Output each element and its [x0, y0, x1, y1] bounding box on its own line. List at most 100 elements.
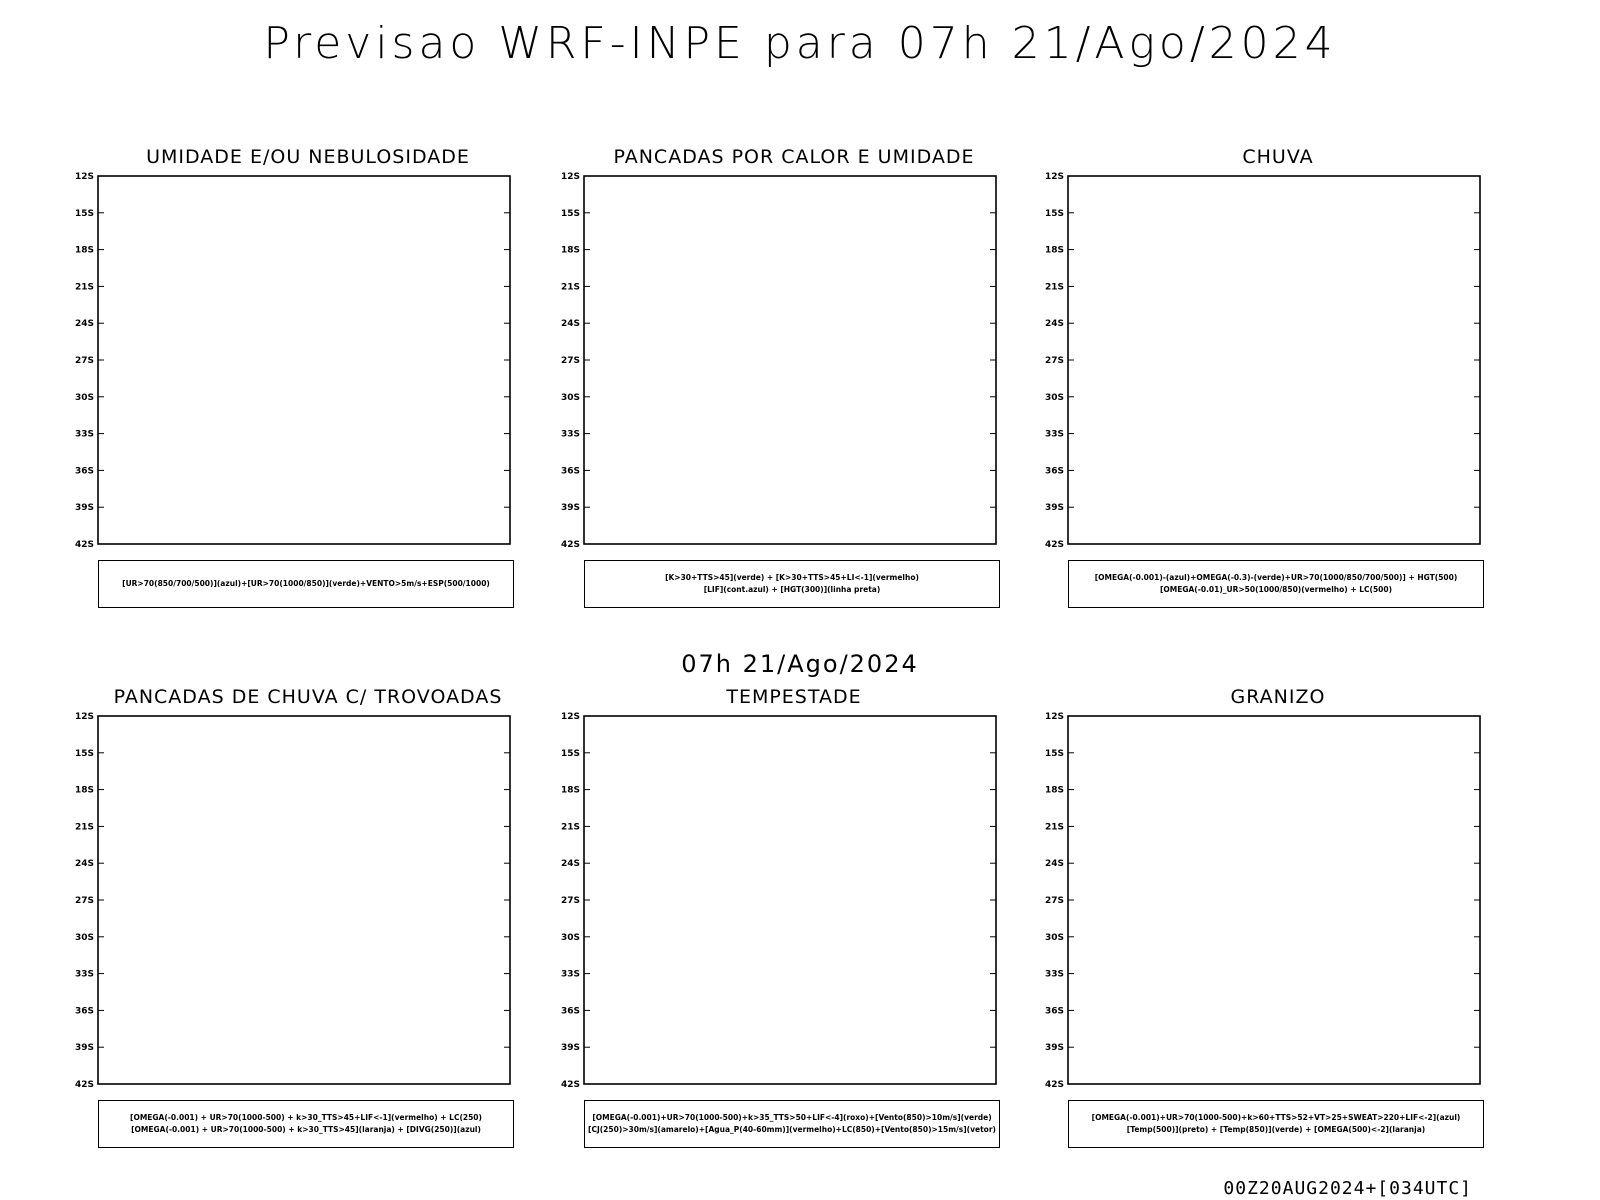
lat-label: 24S — [75, 859, 94, 869]
lat-label: 21S — [561, 822, 580, 832]
map-frame — [583, 715, 997, 1085]
panel-title: TEMPESTADE — [726, 686, 862, 708]
panel-umidade: UMIDADE E/OU NEBULOSIDADE 10161012100810… — [68, 146, 548, 616]
lat-label: 12S — [561, 172, 580, 182]
run-info: 00Z20AUG2024+[034UTC] — [1223, 1178, 1472, 1199]
panel-title: PANCADAS POR CALOR E UMIDADE — [613, 146, 975, 168]
panel-trovoadas: PANCADAS DE CHUVA C/ TROVOADAS 12S 15S 18S… — [68, 686, 548, 1156]
lat-label: 39S — [75, 1043, 94, 1053]
lat-label: 27S — [1045, 896, 1064, 906]
lat-label: 27S — [561, 896, 580, 906]
lat-label: 39S — [1045, 1043, 1064, 1053]
panel-title: CHUVA — [1242, 146, 1314, 168]
legend-line: [OMEGA(-0.001)-(azul)+OMEGA(-0.3)-(verde… — [1094, 573, 1458, 582]
lat-label: 21S — [75, 822, 94, 832]
lat-label: 15S — [1045, 209, 1064, 219]
panel-legend: [K>30+TTS>45](verde) + [K>30+TTS>45+LI<-… — [584, 560, 1000, 608]
map-frame — [583, 175, 997, 545]
panel-granizo: GRANIZO 1296312151815129-21-18-15-121512… — [1038, 686, 1518, 1156]
lat-label: 21S — [1045, 282, 1064, 292]
lat-label: 18S — [561, 786, 580, 796]
panel-title: UMIDADE E/OU NEBULOSIDADE — [146, 146, 470, 168]
lat-label: 12S — [561, 712, 580, 722]
legend-line: [OMEGA(-0.001) + UR>70(1000-500) + k>30_… — [131, 1125, 481, 1134]
panel-legend: [OMEGA(-0.001) + UR>70(1000-500) + k>30_… — [98, 1100, 514, 1148]
panel-title: PANCADAS DE CHUVA C/ TROVOADAS — [113, 686, 503, 708]
lat-label: 12S — [75, 712, 94, 722]
panel-legend: [OMEGA(-0.001)+UR>70(1000-500)+k>60+TTS>… — [1068, 1100, 1484, 1148]
map-trovoadas: 12S15S18S21S24S27S30S33S36S39S42S70W65W6… — [75, 712, 511, 1090]
lat-label: 15S — [561, 749, 580, 759]
lat-label: 12S — [1045, 172, 1064, 182]
lat-label: 33S — [561, 430, 580, 440]
lat-label: 30S — [75, 933, 94, 943]
map-frame — [1067, 715, 1481, 1085]
lat-label: 39S — [561, 503, 580, 513]
map-umidade: 1016101210081020102410121016102010245765… — [75, 172, 511, 550]
lat-label: 36S — [1045, 1006, 1064, 1016]
lat-label: 24S — [561, 859, 580, 869]
lat-label: 27S — [1045, 356, 1064, 366]
lat-label: 42S — [561, 1080, 580, 1090]
lat-label: 42S — [75, 1080, 94, 1090]
panel-title: GRANIZO — [1230, 686, 1326, 708]
lat-label: 21S — [75, 282, 94, 292]
legend-line: [OMEGA(-0.01)_UR>50(1000/850)(vermelho) … — [1159, 585, 1393, 594]
legend-line: [OMEGA(-0.001)+UR>70(1000-500)+k>35_TTS>… — [592, 1113, 992, 1122]
lat-label: 39S — [75, 503, 94, 513]
legend-line: [OMEGA(-0.001)+UR>70(1000-500)+k>60+TTS>… — [1091, 1113, 1461, 1122]
lat-label: 18S — [1045, 246, 1064, 256]
lat-label: 18S — [75, 786, 94, 796]
lat-label: 36S — [1045, 466, 1064, 476]
lat-label: 36S — [75, 466, 94, 476]
lat-label: 33S — [1045, 430, 1064, 440]
map-tempestade: 12S15S18S21S24S27S30S33S36S39S42S70W65W6… — [561, 712, 997, 1090]
lat-label: 33S — [75, 970, 94, 980]
lat-label: 27S — [75, 356, 94, 366]
panel-legend: [UR>70(850/700/500)](azul)+[UR>70(1000/8… — [98, 560, 514, 608]
lat-label: 39S — [1045, 503, 1064, 513]
map-granizo: 1296312151815129-21-18-15-121512S15S18S2… — [1045, 712, 1481, 1090]
legend-line: [LIF](cont.azul) + [HGT(300)](linha pret… — [703, 585, 881, 594]
lat-label: 27S — [75, 896, 94, 906]
lat-label: 42S — [1045, 540, 1064, 550]
lat-label: 18S — [75, 246, 94, 256]
lat-label: 36S — [75, 1006, 94, 1016]
legend-line: [CJ(250)>30m/s](amarelo)+[Agua_P(40-60mm… — [588, 1125, 996, 1134]
legend-line: [UR>70(850/700/500)](azul)+[UR>70(1000/8… — [122, 579, 490, 588]
lat-label: 21S — [561, 282, 580, 292]
legend-line: [Temp(500)](preto) + [Temp(850)](verde) … — [1126, 1125, 1426, 1134]
lat-label: 12S — [75, 172, 94, 182]
lat-label: 42S — [561, 540, 580, 550]
lat-label: 18S — [561, 246, 580, 256]
lat-label: 36S — [561, 466, 580, 476]
lat-label: 30S — [561, 393, 580, 403]
page-title: Previsao WRF-INPE para 07h 21/Ago/2024 — [263, 18, 1337, 69]
lat-label: 18S — [1045, 786, 1064, 796]
lat-label: 33S — [561, 970, 580, 980]
lat-label: 24S — [561, 319, 580, 329]
lat-label: 42S — [1045, 1080, 1064, 1090]
lat-label: 15S — [75, 209, 94, 219]
legend-line: [OMEGA(-0.001) + UR>70(1000-500) + k>30_… — [130, 1113, 482, 1122]
lat-label: 24S — [1045, 319, 1064, 329]
panel-tempestade: TEMPESTADE 12S 15S 18S 21S 24S 27S 30S 33S 36S 39… — [554, 686, 1034, 1156]
lat-label: 39S — [561, 1043, 580, 1053]
panel-legend: [OMEGA(-0.001)-(azul)+OMEGA(-0.3)-(verde… — [1068, 560, 1484, 608]
panel-chuva: CHUVA 5855825885885795765735705675645821… — [1038, 146, 1518, 616]
map-chuva: 58558258858857957657357056756458212S15S1… — [1045, 172, 1481, 550]
lat-label: 15S — [561, 209, 580, 219]
lat-label: 30S — [1045, 393, 1064, 403]
panel-legend: [OMEGA(-0.001)+UR>70(1000-500)+k>35_TTS>… — [584, 1100, 1000, 1148]
lat-label: 36S — [561, 1006, 580, 1016]
lat-label: 15S — [1045, 749, 1064, 759]
lat-label: 42S — [75, 540, 94, 550]
map-frame — [97, 175, 511, 545]
lat-label: 27S — [561, 356, 580, 366]
lat-label: 30S — [75, 393, 94, 403]
lat-label: 21S — [1045, 822, 1064, 832]
lat-label: 24S — [75, 319, 94, 329]
legend-line: [K>30+TTS>45](verde) + [K>30+TTS>45+LI<-… — [665, 573, 919, 582]
lat-label: 30S — [1045, 933, 1064, 943]
lat-label: 33S — [75, 430, 94, 440]
